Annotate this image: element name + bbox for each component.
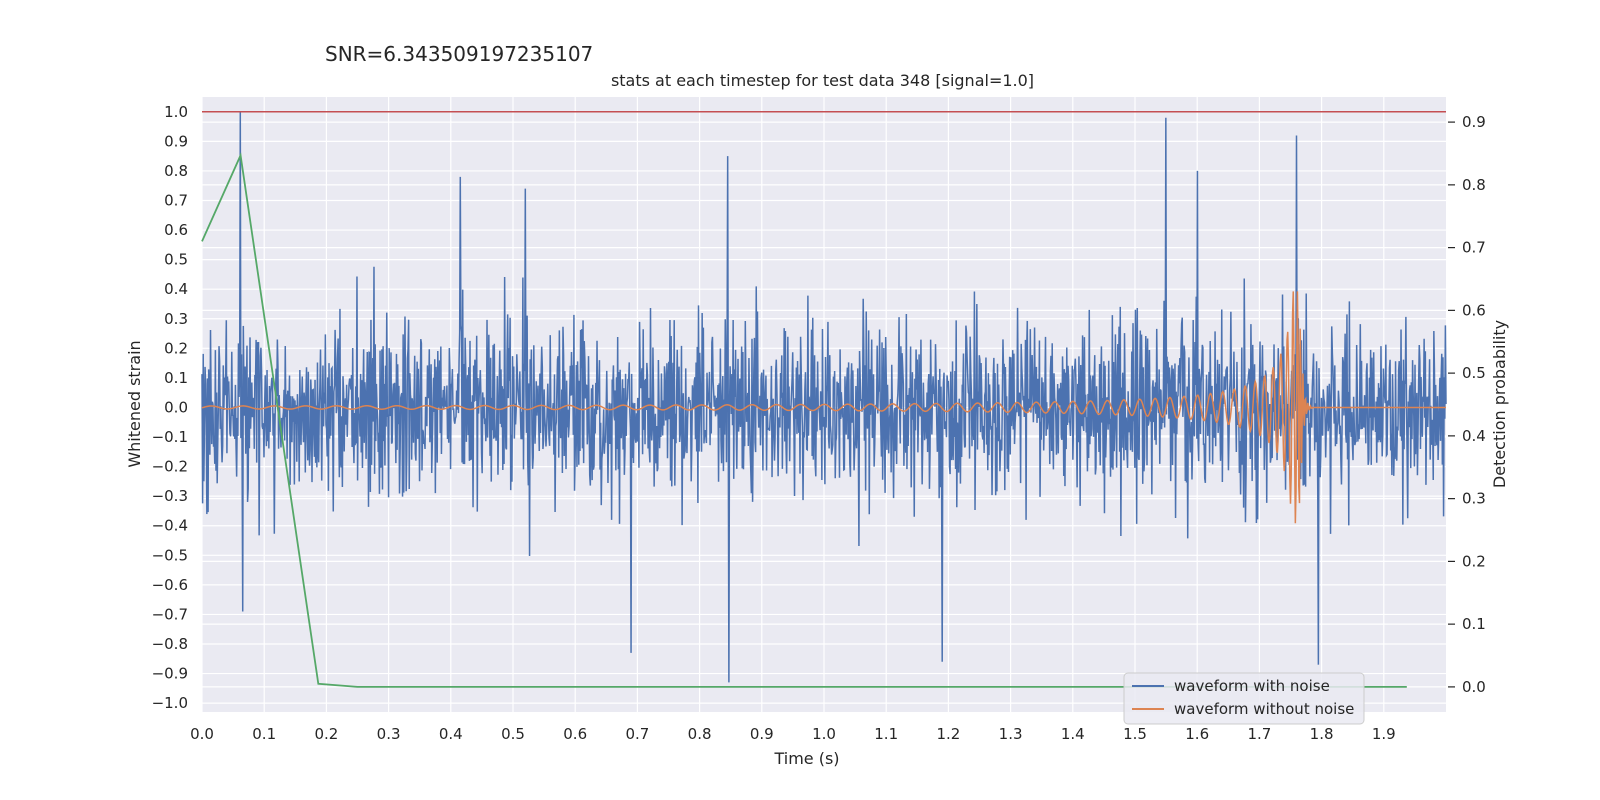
y-tick-label: 0.4 [164,280,188,298]
y-tick-label: 0.2 [164,339,188,357]
y-tick-label: −0.9 [152,665,188,683]
noise-line [201,111,1447,683]
y2-tick-label: 0.1 [1462,615,1486,633]
y-tick-label: 0.8 [164,162,188,180]
y-axis-label: Whitened strain [125,340,144,467]
x-tick-label: 1.0 [812,725,836,743]
y-tick-label: −0.7 [152,605,188,623]
y-tick-label: 0.3 [164,310,188,328]
x-tick-label: 0.5 [501,725,525,743]
x-axis-label: Time (s) [773,749,839,768]
y2-axis-label: Detection probability [1490,320,1509,488]
y-tick-label: 0.7 [164,191,188,209]
y2-tick-label: 0.3 [1462,490,1486,508]
y2-axis-ticks: 0.9 0.8 0.7 0.6 0.5 0.4 0.3 0.2 0.1 0.0 [1448,113,1486,696]
x-axis-ticks: 0.0 0.1 0.2 0.3 0.4 0.5 0.6 0.7 0.8 0.9 1.0 1.1 1.2 1… [190,725,1396,743]
legend-label-noise: waveform with noise [1174,677,1330,695]
y-tick-label: 0.0 [164,398,188,416]
y-tick-label: 0.1 [164,369,188,387]
x-tick-label: 0.9 [750,725,774,743]
x-tick-label: 1.2 [936,725,960,743]
x-tick-label: 0.8 [688,725,712,743]
legend: waveform with noise waveform without noi… [1123,672,1365,725]
series-waveform-with-noise [201,111,1447,683]
y2-tick-label: 0.2 [1462,552,1486,570]
chart-title: stats at each timestep for test data 348… [610,71,1035,90]
y-tick-label: 1.0 [164,103,188,121]
x-tick-label: 0.4 [439,725,463,743]
x-tick-label: 1.7 [1247,725,1271,743]
y2-tick-label: 0.6 [1462,301,1486,319]
y2-tick-label: 0.5 [1462,364,1486,382]
x-tick-label: 0.3 [377,725,401,743]
y-tick-label: −0.2 [152,458,188,476]
y-tick-label: 0.5 [164,251,188,269]
y-tick-label: −0.4 [152,517,188,535]
y2-tick-label: 0.9 [1462,113,1486,131]
legend-box [1123,672,1365,725]
x-tick-label: 1.8 [1310,725,1334,743]
x-tick-label: 1.6 [1185,725,1209,743]
legend-label-clean: waveform without noise [1174,700,1354,718]
y2-tick-label: 0.4 [1462,427,1486,445]
series-waveform-without-noise [201,291,1446,524]
y-tick-label: −0.3 [152,487,188,505]
y-tick-label: −0.5 [152,546,188,564]
clean-line [201,291,1446,524]
y2-tick-label: 0.8 [1462,176,1486,194]
y-tick-label: −0.8 [152,635,188,653]
x-tick-label: 1.1 [874,725,898,743]
y-tick-label: −1.0 [152,694,188,712]
x-tick-label: 1.9 [1372,725,1396,743]
snr-label: SNR=6.343509197235107 [325,42,594,66]
x-tick-label: 0.0 [190,725,214,743]
y2-tick-label: 0.0 [1462,678,1486,696]
x-tick-label: 0.7 [625,725,649,743]
y-tick-label: −0.6 [152,576,188,594]
x-tick-label: 0.6 [563,725,587,743]
x-tick-label: 0.2 [314,725,338,743]
x-tick-label: 0.1 [252,725,276,743]
y-tick-label: −0.1 [152,428,188,446]
x-tick-label: 1.3 [999,725,1023,743]
y2-tick-label: 0.7 [1462,239,1486,257]
x-tick-label: 1.4 [1061,725,1085,743]
x-tick-label: 1.5 [1123,725,1147,743]
y-tick-label: 0.6 [164,221,188,239]
y-tick-label: 0.9 [164,132,188,150]
y-axis-ticks: 1.0 0.9 0.8 0.7 0.6 0.5 0.4 0.3 0.2 0.1 0.0 −0.1 −0.… [152,103,188,712]
